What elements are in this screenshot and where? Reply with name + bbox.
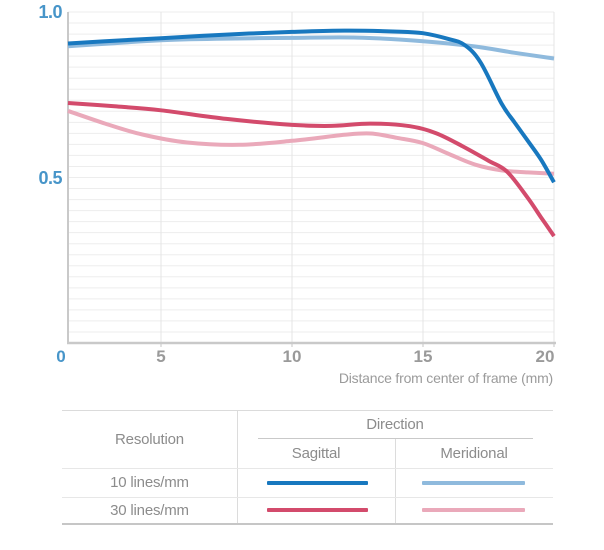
x-axis-label-15: 15 <box>413 347 433 366</box>
legend-divider-vertical-2 <box>395 438 396 523</box>
series-30-lines-mm-sagittal <box>67 100 556 238</box>
legend-swatch-10lines-meridional <box>422 481 525 485</box>
mtf-chart: 1.0 0.5 0 5 10 15 20 Distance from cente… <box>38 2 556 386</box>
series-10-lines-mm-meridional <box>67 35 555 61</box>
x-axis-label-10: 10 <box>282 347 302 366</box>
legend-row-10lines-label: 10 lines/mm <box>110 474 189 491</box>
legend-divider-vertical-1 <box>237 411 238 523</box>
legend-header-resolution: Resolution <box>115 431 184 448</box>
legend-header-sagittal: Sagittal <box>291 444 341 462</box>
legend-row-separator-2 <box>62 497 553 498</box>
legend-row-30lines-label: 30 lines/mm <box>110 501 189 519</box>
legend-table: Resolution Direction Sagittal Meridional… <box>62 410 553 525</box>
x-axis-title: Distance from center of frame (mm) <box>338 370 553 386</box>
chart-canvas <box>67 11 556 347</box>
legend-row-separator-1 <box>62 468 553 469</box>
y-axis-label-1.0: 1.0 <box>38 2 62 22</box>
x-axis-label-0: 0 <box>56 347 66 366</box>
direction-header-underline <box>258 438 533 439</box>
x-axis-label-5: 5 <box>156 347 166 366</box>
series-10-lines-mm-sagittal <box>67 28 556 184</box>
series-30-lines-mm-meridional <box>67 109 555 176</box>
legend-header-direction: Direction <box>366 416 424 433</box>
y-axis-label-0.5: 0.5 <box>38 168 62 188</box>
x-axis-label-20: 20 <box>535 347 555 366</box>
legend-header-meridional: Meridional <box>440 444 508 462</box>
legend-swatch-10lines-sagittal <box>267 481 368 485</box>
legend-swatch-30lines-meridional <box>422 508 525 512</box>
legend-swatch-30lines-sagittal <box>267 508 368 512</box>
